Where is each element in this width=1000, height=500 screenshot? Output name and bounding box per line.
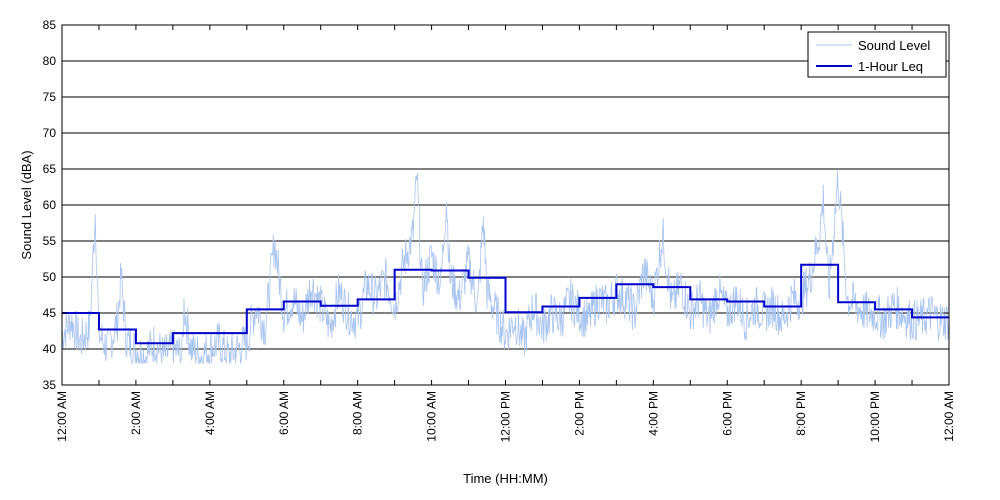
x-tick-label: 4:00 AM bbox=[203, 391, 217, 435]
x-tick-label: 2:00 AM bbox=[129, 391, 143, 435]
legend-box bbox=[807, 31, 947, 78]
y-tick-label: 50 bbox=[43, 270, 57, 284]
x-tick-label: 12:00 AM bbox=[942, 391, 956, 442]
y-tick-label: 35 bbox=[43, 378, 57, 392]
x-tick-label: 8:00 AM bbox=[351, 391, 365, 435]
y-tick-label: 60 bbox=[43, 198, 57, 212]
x-tick-label: 10:00 PM bbox=[868, 391, 882, 442]
y-tick-label: 65 bbox=[43, 162, 57, 176]
x-axis: 12:00 AM 2:00 AM 4:00 AM 6:00 AM 8:00 AM 10:0… bbox=[55, 25, 956, 442]
y-tick-label: 45 bbox=[43, 306, 57, 320]
legend-label: Sound Level bbox=[858, 38, 930, 53]
x-tick-label: 2:00 PM bbox=[572, 391, 586, 436]
leq-series bbox=[62, 263, 949, 345]
legend: Sound Level 1-Hour Leq bbox=[807, 31, 947, 78]
x-tick-label: 12:00 PM bbox=[499, 391, 513, 442]
x-tick-label: 6:00 AM bbox=[277, 391, 291, 435]
y-axis-title: Sound Level (dBA) bbox=[19, 150, 34, 259]
y-tick-label: 70 bbox=[43, 126, 57, 140]
grid-lines bbox=[62, 60, 949, 350]
x-tick-label: 12:00 AM bbox=[55, 391, 69, 442]
y-tick-label: 75 bbox=[43, 90, 57, 104]
legend-label: 1-Hour Leq bbox=[858, 59, 923, 74]
y-tick-label: 40 bbox=[43, 342, 57, 356]
y-tick-label: 80 bbox=[43, 54, 57, 68]
y-tick-label: 85 bbox=[43, 18, 57, 32]
y-tick-label: 55 bbox=[43, 234, 57, 248]
leq-step-line bbox=[62, 263, 949, 345]
x-axis-title: Time (HH:MM) bbox=[463, 471, 548, 486]
y-axis: 35 40 45 50 55 60 65 70 75 80 85 bbox=[43, 18, 949, 392]
sound-level-line bbox=[61, 170, 950, 364]
x-tick-label: 10:00 AM bbox=[425, 391, 439, 442]
x-tick-label: 4:00 PM bbox=[646, 391, 660, 436]
sound-level-series bbox=[61, 170, 950, 364]
x-tick-label: 8:00 PM bbox=[794, 391, 808, 436]
x-tick-label: 6:00 PM bbox=[720, 391, 734, 436]
